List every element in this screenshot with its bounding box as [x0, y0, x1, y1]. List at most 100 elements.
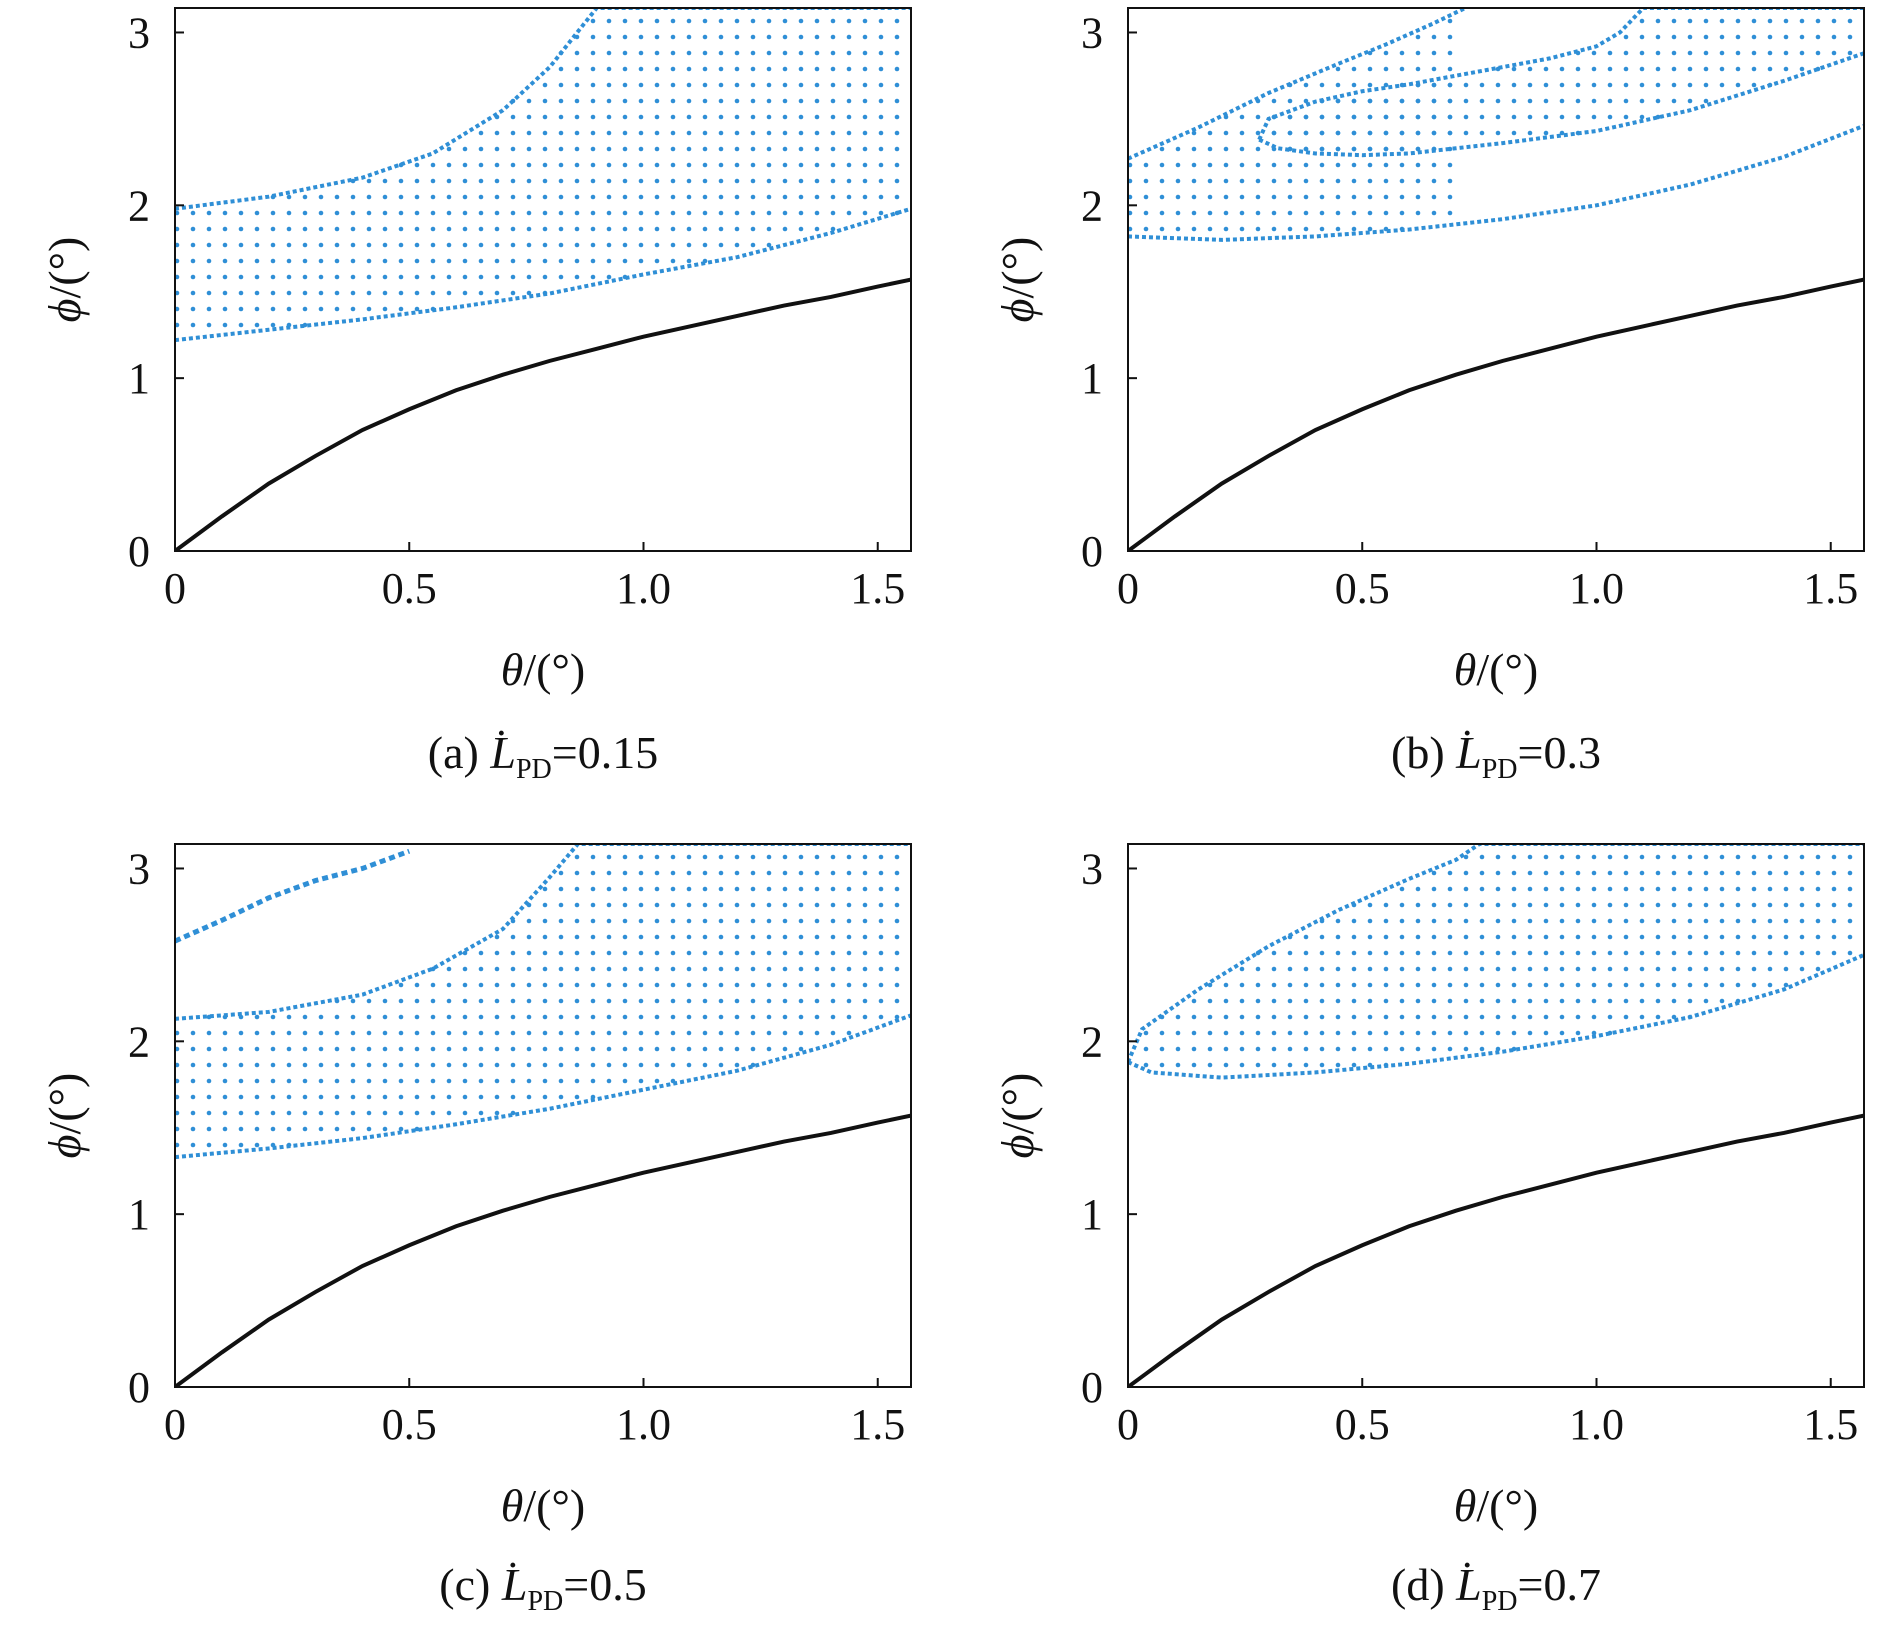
region-dot — [798, 854, 804, 860]
region-dot — [590, 1062, 596, 1068]
region-dot — [1303, 226, 1309, 232]
region-dot — [1287, 162, 1293, 168]
region-dot — [606, 902, 612, 908]
region-dot — [478, 290, 484, 296]
region-dot — [606, 982, 612, 988]
region-dot — [846, 1030, 852, 1036]
region-dot — [206, 226, 212, 232]
region-dot — [286, 258, 292, 264]
region-dot — [1639, 950, 1645, 956]
region-dot — [286, 226, 292, 232]
region-dot — [638, 1030, 644, 1036]
region-dot — [462, 226, 468, 232]
region-upper-boundary — [1128, 844, 1864, 1063]
region-dot — [878, 950, 884, 956]
region-dot — [686, 886, 692, 892]
region-dot — [1255, 130, 1261, 136]
region-dot — [286, 1062, 292, 1068]
region-dot — [1223, 1030, 1229, 1036]
region-dot — [1191, 1014, 1197, 1020]
region-dot — [190, 1062, 196, 1068]
region-dot — [1639, 66, 1645, 72]
region-dot — [702, 854, 708, 860]
region-dot — [1687, 870, 1693, 876]
region-dot — [1351, 1046, 1357, 1052]
region-dot — [606, 1062, 612, 1068]
region-dot — [1463, 966, 1469, 972]
region-dot — [190, 258, 196, 264]
region-dot — [798, 950, 804, 956]
region-dot — [1559, 82, 1565, 88]
region-dot — [494, 162, 500, 168]
region-dot — [334, 1046, 340, 1052]
region-dot — [175, 290, 180, 296]
region-dot — [1575, 886, 1581, 892]
region-dot — [862, 1014, 868, 1020]
region-dot — [798, 98, 804, 104]
region-dot — [542, 82, 548, 88]
region-dot — [718, 242, 724, 248]
region-dot — [878, 886, 884, 892]
region-dot — [1383, 114, 1389, 120]
region-dot — [254, 1062, 260, 1068]
region-dot — [462, 966, 468, 972]
region-dot — [798, 18, 804, 24]
region-dot — [846, 998, 852, 1004]
region-dot — [1799, 934, 1805, 940]
region-dot — [1671, 918, 1677, 924]
region-dot — [1399, 1046, 1405, 1052]
region-dot — [1431, 130, 1437, 136]
region-dot — [1207, 1014, 1213, 1020]
region-dot — [622, 854, 628, 860]
region-dot — [1607, 982, 1613, 988]
region-dot — [238, 1062, 244, 1068]
region-dot — [1303, 178, 1309, 184]
region-dot — [654, 242, 660, 248]
region-dot — [1527, 66, 1533, 72]
region-dot — [350, 1094, 356, 1100]
region-dot — [1175, 1046, 1181, 1052]
region-dot — [1511, 934, 1517, 940]
region-dot — [638, 178, 644, 184]
region-dot — [574, 998, 580, 1004]
region-dot — [206, 1062, 212, 1068]
region-dot — [1351, 114, 1357, 120]
x-axis-unit: /(°) — [523, 1480, 585, 1531]
axes-frame — [1127, 843, 1865, 1388]
region-dot — [175, 1030, 180, 1036]
region-dot — [638, 82, 644, 88]
region-dot — [766, 18, 772, 24]
region-dot — [398, 1046, 404, 1052]
region-dot — [446, 242, 452, 248]
region-dot — [350, 226, 356, 232]
region-dot — [526, 966, 532, 972]
region-dot — [1735, 50, 1741, 56]
region-dot — [1191, 226, 1197, 232]
region-dot — [1463, 1046, 1469, 1052]
region-dot — [574, 1030, 580, 1036]
region-dot — [366, 1062, 372, 1068]
region-dot — [1431, 178, 1437, 184]
region-dot — [766, 66, 772, 72]
region-dot — [478, 210, 484, 216]
region-dot — [878, 934, 884, 940]
region-dot — [670, 966, 676, 972]
region-dot — [606, 82, 612, 88]
region-dot — [1351, 998, 1357, 1004]
region-dot — [526, 1094, 532, 1100]
region-dot — [494, 1062, 500, 1068]
region-dot — [846, 114, 852, 120]
region-dot — [1815, 870, 1821, 876]
region-dot — [1831, 934, 1837, 940]
region-dot — [766, 870, 772, 876]
series-black-curve — [1128, 277, 1864, 551]
region-dot — [1543, 902, 1549, 908]
region-dot — [846, 162, 852, 168]
region-dot — [1351, 194, 1357, 200]
region-dot — [654, 210, 660, 216]
region-dot — [1319, 130, 1325, 136]
region-dot — [1559, 870, 1565, 876]
x-tick-label: 0 — [1117, 564, 1139, 613]
region-dot — [798, 162, 804, 168]
region-dot — [686, 178, 692, 184]
